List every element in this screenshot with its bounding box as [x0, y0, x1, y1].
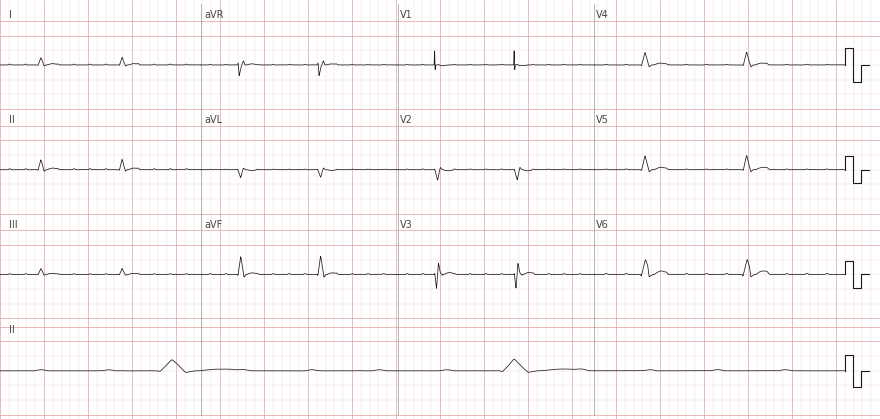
Text: II: II: [9, 325, 15, 335]
Text: V4: V4: [596, 10, 608, 21]
Text: V6: V6: [596, 220, 608, 230]
Text: V1: V1: [400, 10, 413, 21]
Text: II: II: [9, 115, 15, 125]
Text: V3: V3: [400, 220, 413, 230]
Text: V5: V5: [596, 115, 609, 125]
Text: aVL: aVL: [204, 115, 223, 125]
Text: V2: V2: [400, 115, 414, 125]
Text: III: III: [9, 220, 18, 230]
Text: I: I: [9, 10, 11, 21]
Text: aVR: aVR: [204, 10, 224, 21]
Text: aVF: aVF: [204, 220, 223, 230]
